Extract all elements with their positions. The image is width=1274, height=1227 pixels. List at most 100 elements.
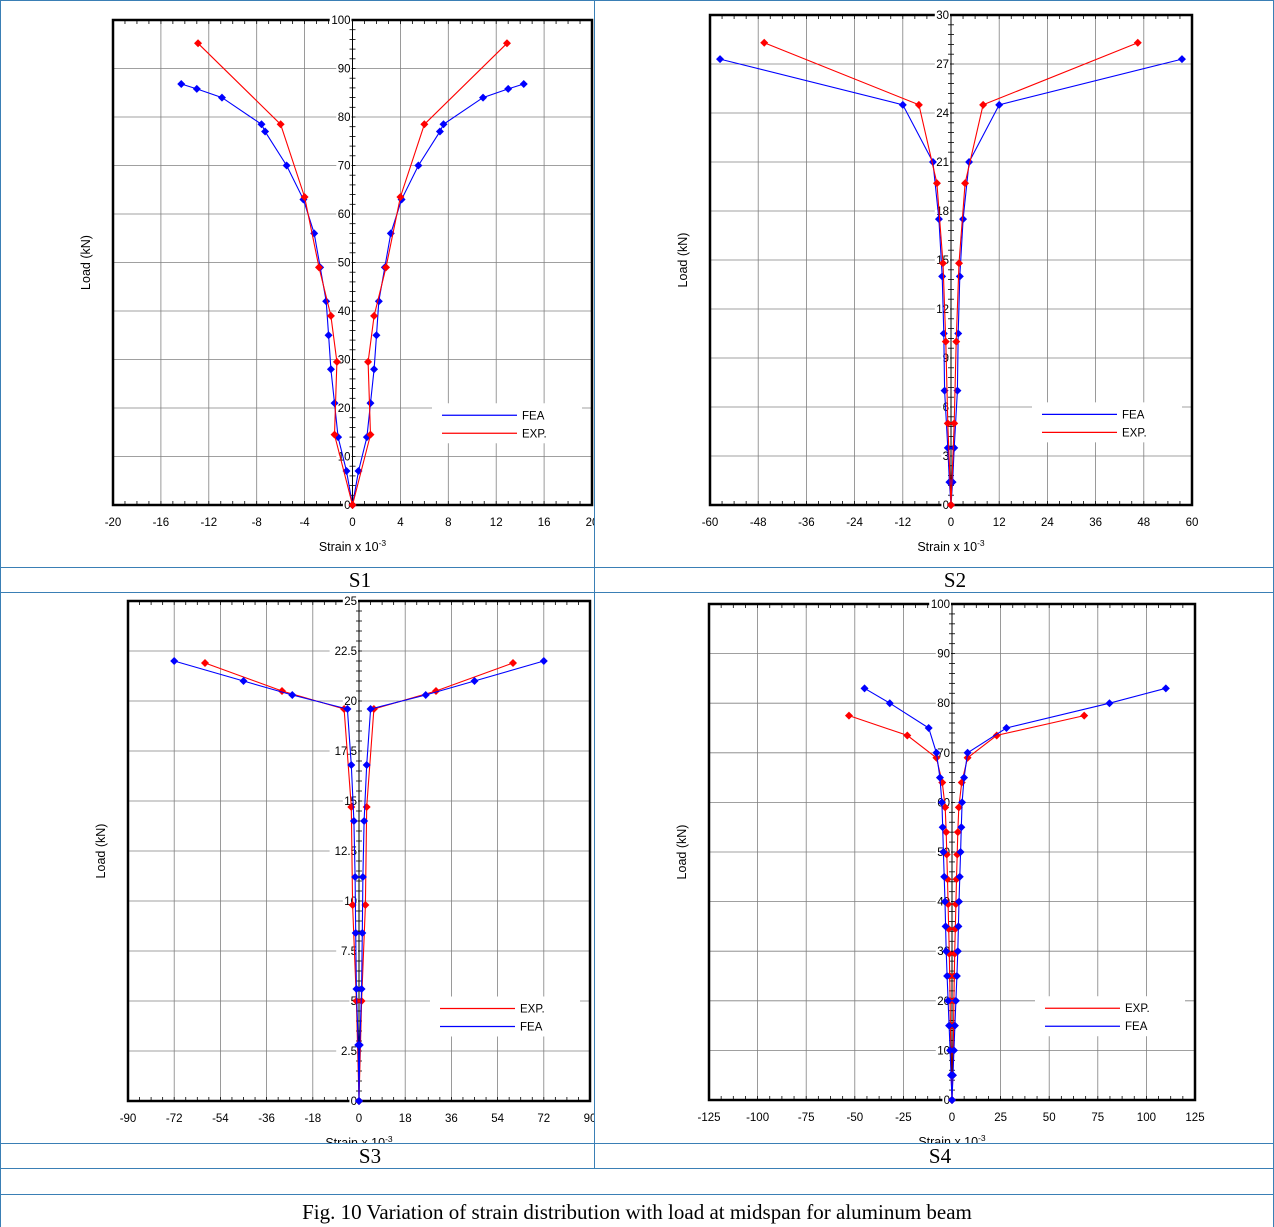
x-tick-label: 36: [445, 1113, 458, 1125]
legend-label: FEA: [1122, 409, 1145, 421]
legend-box: [1035, 996, 1185, 1037]
figure-caption: Fig. 10 Variation of strain distribution…: [302, 1200, 972, 1224]
x-tick-label: 18: [399, 1113, 412, 1125]
y-tick-label: 21: [936, 157, 949, 169]
series-line-fea-right: [351, 83, 524, 506]
y-tick-label-bg: [336, 256, 352, 269]
data-point-fea: [326, 365, 335, 374]
x-tick-label: -36: [798, 517, 815, 529]
y-tick-label-bg: [935, 1044, 951, 1057]
table-divider: [0, 1194, 1274, 1195]
y-tick-label: 0: [943, 500, 949, 512]
y-tick-label: 17.5: [335, 746, 357, 758]
data-point-fea: [504, 84, 513, 93]
data-point-fea: [953, 386, 962, 395]
data-point-fea: [950, 443, 959, 452]
series-line-fea-left: [181, 83, 354, 506]
data-point-fea: [943, 443, 952, 452]
data-point-fea: [414, 161, 423, 170]
data-point-exp: [941, 337, 950, 346]
x-tick-label: 20: [586, 517, 594, 529]
data-point-exp: [844, 711, 853, 720]
data-point-fea: [948, 1071, 957, 1080]
data-point-fea: [941, 922, 950, 931]
data-point-exp: [509, 659, 517, 667]
data-point-fea: [948, 1096, 956, 1104]
data-point-fea: [324, 331, 333, 340]
y-tick-label: 25: [344, 596, 357, 608]
x-tick-label: 12: [993, 517, 1006, 529]
series-line-fea-right: [951, 687, 1166, 1101]
x-tick-label: 0: [949, 1112, 955, 1124]
data-point-fea: [965, 158, 974, 166]
data-point-fea: [257, 120, 266, 129]
y-tick-label: 3: [943, 451, 949, 463]
x-tick-label: 54: [491, 1113, 504, 1125]
data-point-fea: [362, 761, 371, 769]
legend-label: FEA: [520, 1022, 543, 1034]
y-tick-label-bg: [934, 303, 950, 315]
x-tick-label: -125: [697, 1112, 720, 1124]
data-point-fea: [519, 80, 528, 89]
x-tick-label: -48: [750, 517, 767, 529]
y-tick-label-bg: [336, 945, 358, 957]
data-point-fea: [959, 215, 968, 224]
data-point-fea: [960, 773, 969, 782]
data-point-exp: [366, 430, 375, 439]
data-point-fea: [935, 773, 944, 782]
data-point-exp: [276, 120, 285, 129]
y-tick-label: 0: [344, 500, 350, 512]
data-point-fea: [940, 386, 949, 395]
table-divider: [0, 1168, 1274, 1169]
x-tick-label: -100: [746, 1112, 769, 1124]
legend-label: FEA: [1125, 1021, 1148, 1033]
legend-box: [432, 403, 582, 444]
table-divider: [0, 1143, 1274, 1144]
x-tick-label: 72: [537, 1113, 550, 1125]
data-point-fea: [954, 329, 963, 338]
panel-label-s4: S4: [928, 1144, 952, 1168]
y-axis-label: Load (kN): [79, 235, 93, 290]
x-tick-label: -4: [299, 517, 310, 529]
data-point-fea: [370, 365, 379, 374]
data-point-exp: [314, 263, 323, 272]
data-point-exp: [992, 731, 1001, 740]
data-point-fea: [949, 1046, 958, 1055]
y-tick-label: 20: [344, 696, 357, 708]
data-point-exp: [947, 501, 955, 509]
table-border-left: [0, 0, 1, 1227]
y-tick-label: 24: [936, 108, 949, 120]
y-tick-label: 10: [937, 1045, 950, 1057]
data-point-exp: [932, 179, 941, 188]
x-tick-label: -20: [105, 517, 122, 529]
y-tick-label-bg: [349, 1095, 358, 1107]
x-tick-label: 0: [349, 517, 355, 529]
data-point-fea: [358, 873, 367, 881]
x-axis-label: Strain x 10-3: [917, 538, 985, 554]
data-point-fea: [1161, 684, 1170, 693]
x-tick-label: -36: [258, 1113, 275, 1125]
y-tick-label-bg: [942, 1094, 951, 1106]
panel-label-s1: S1: [348, 568, 372, 592]
data-point-fea: [1002, 724, 1011, 732]
y-tick-label-bg: [336, 1045, 358, 1057]
data-point-exp: [952, 337, 961, 346]
data-point-fea: [470, 677, 479, 685]
data-point-exp: [201, 659, 209, 667]
x-tick-label: 4: [397, 517, 404, 529]
y-tick-label: 22.5: [335, 646, 357, 658]
data-point-fea: [934, 215, 943, 224]
data-point-fea: [349, 817, 358, 825]
x-tick-label: -75: [798, 1112, 815, 1124]
table-divider: [0, 592, 1274, 593]
y-tick-label: 80: [338, 112, 351, 124]
y-tick-label-bg: [935, 746, 951, 759]
data-point-fea: [282, 161, 291, 170]
data-point-fea: [953, 947, 962, 956]
chart-s3: -90-72-54-36-180183654729002.557.51012.5…: [94, 595, 594, 1143]
data-point-exp: [382, 263, 391, 272]
x-tick-label: -72: [166, 1113, 183, 1125]
y-tick-label: 7.5: [341, 946, 357, 958]
data-point-exp: [760, 38, 769, 47]
y-tick-label: 12.5: [335, 846, 357, 858]
